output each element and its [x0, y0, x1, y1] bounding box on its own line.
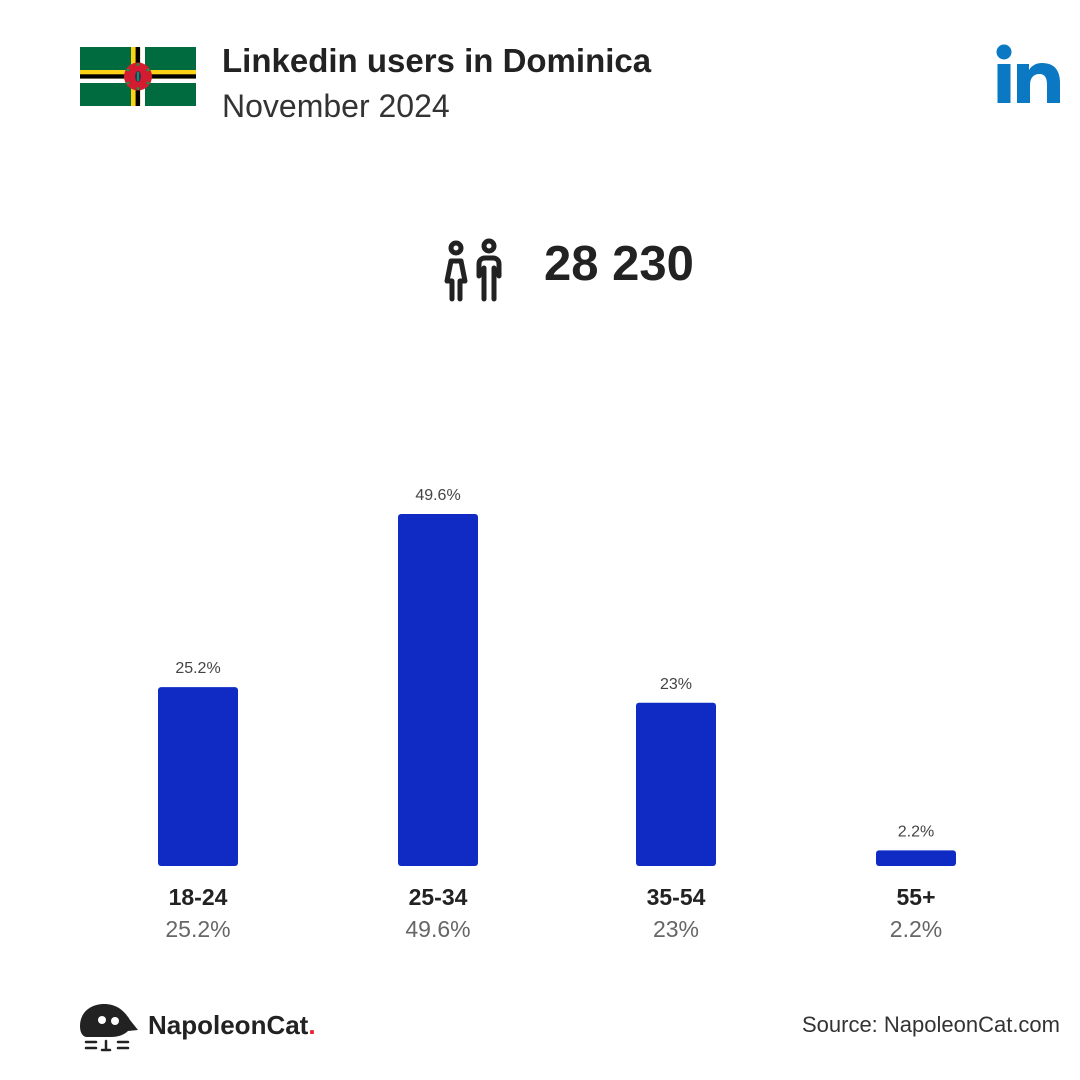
- total-users: 28 230: [544, 237, 694, 291]
- category-percent-label: 49.6%: [405, 916, 470, 942]
- bar-18-24: [158, 687, 238, 866]
- source-credit: Source: NapoleonCat.com: [801, 1012, 1060, 1037]
- bar-value-label: 23%: [660, 676, 692, 693]
- bar-35-54: [636, 702, 716, 866]
- brand-dot: .: [308, 1010, 316, 1040]
- napoleoncat-logo-icon: [80, 1004, 138, 1052]
- category-percent-label: 23%: [653, 916, 699, 942]
- category-label: 25-34: [409, 884, 468, 910]
- category-label: 18-24: [169, 884, 228, 910]
- category-label: 55+: [896, 884, 935, 910]
- people-icon: [444, 238, 502, 302]
- brand-name-text: NapoleonCat: [148, 1010, 309, 1040]
- age-distribution-chart: 25.2% 18-24 25.2% 49.6% 25-34 49.6% 23% 35-54 23…: [158, 487, 956, 942]
- linkedin-logo-icon: [996, 44, 1060, 103]
- bar-value-label: 25.2%: [175, 660, 220, 677]
- category-label: 35-54: [647, 884, 706, 910]
- bar-55+: [876, 850, 956, 866]
- chart-subtitle: November 2024: [222, 88, 450, 124]
- chart-title: Linkedin users in Dominica: [222, 42, 652, 79]
- category-percent-label: 25.2%: [165, 916, 230, 942]
- category-percent-label: 2.2%: [890, 916, 942, 942]
- dominica-flag-icon: [80, 47, 196, 106]
- bar-value-label: 2.2%: [898, 823, 934, 840]
- bar-value-label: 49.6%: [415, 487, 460, 504]
- bar-25-34: [398, 514, 478, 866]
- brand-name: NapoleonCat.: [148, 1010, 316, 1041]
